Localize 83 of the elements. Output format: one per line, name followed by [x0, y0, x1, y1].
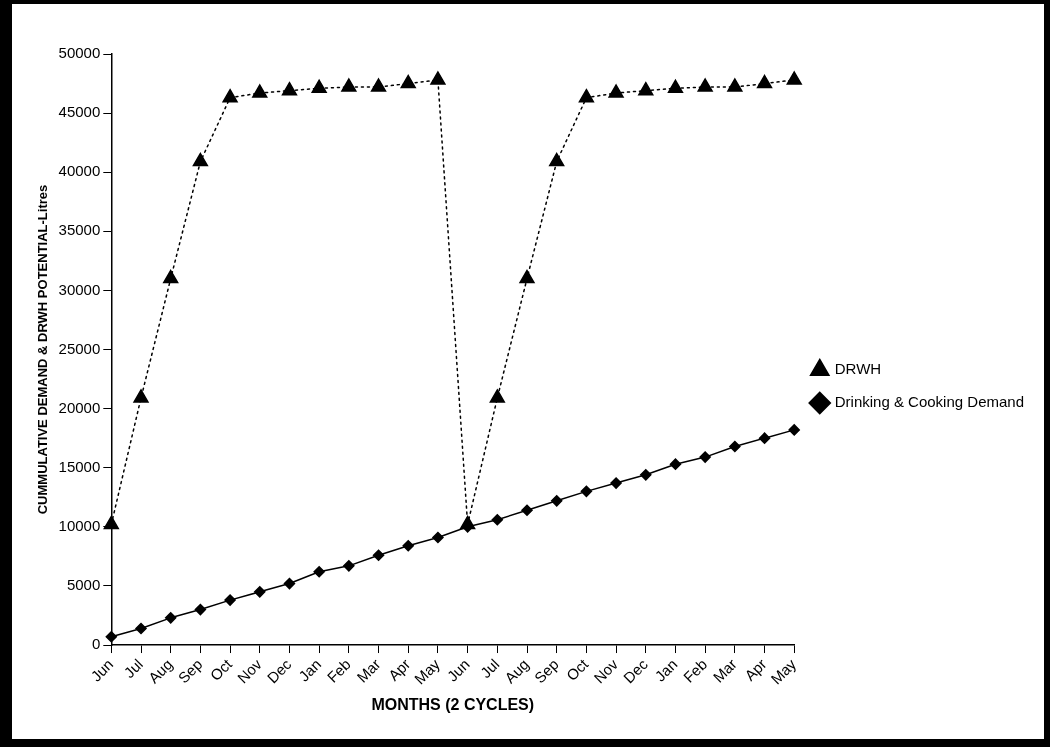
- point: [370, 78, 387, 92]
- point: [727, 78, 743, 92]
- point: [756, 74, 773, 89]
- y-tick-label: 20000: [58, 398, 101, 416]
- point: [252, 84, 268, 98]
- x-tick-label: Apr: [741, 655, 770, 684]
- y-tick-label: 50000: [58, 44, 101, 62]
- y-tick-label: 0: [91, 635, 101, 653]
- point: [133, 389, 149, 403]
- point: [699, 451, 711, 463]
- point: [194, 603, 207, 616]
- point: [578, 88, 595, 103]
- point: [430, 71, 446, 85]
- point: [224, 594, 236, 606]
- point: [459, 515, 476, 530]
- x-tick-label: Dec: [619, 655, 652, 687]
- point: [608, 84, 624, 98]
- point: [281, 81, 298, 96]
- x-tick-label: Aug: [144, 655, 176, 687]
- x-tick-label: Mar: [709, 655, 740, 686]
- y-tick-label: 25000: [58, 339, 101, 357]
- y-tick-label: 10000: [58, 516, 101, 534]
- x-tick-label: Feb: [323, 655, 354, 686]
- point: [222, 88, 238, 103]
- x-tick-label: Jan: [651, 655, 681, 685]
- point: [521, 504, 533, 517]
- point: [519, 269, 535, 284]
- point: [610, 477, 622, 489]
- point: [549, 152, 565, 167]
- point: [786, 71, 802, 85]
- x-axis-title: MONTHS (2 CYCLES): [371, 695, 535, 713]
- point: [341, 78, 357, 92]
- y-tick-label: 35000: [58, 221, 101, 239]
- point: [164, 612, 177, 624]
- y-tick-label: 45000: [58, 103, 101, 121]
- point: [697, 78, 713, 92]
- point: [788, 424, 800, 436]
- point: [667, 79, 684, 94]
- point: [163, 269, 179, 284]
- x-tick-label: Jun: [443, 655, 473, 685]
- point: [283, 577, 296, 590]
- point: [491, 513, 504, 526]
- x-tick-label: Dec: [263, 655, 295, 687]
- point: [638, 81, 654, 96]
- point: [580, 485, 593, 498]
- point: [311, 79, 327, 94]
- point: [103, 515, 119, 530]
- point: [669, 458, 682, 470]
- point: [758, 432, 771, 444]
- x-tick-label: Nov: [233, 655, 266, 687]
- x-tick-label: Oct: [562, 654, 593, 684]
- x-tick-label: Aug: [501, 655, 533, 687]
- x-tick-label: Sep: [174, 655, 206, 687]
- point: [489, 389, 505, 403]
- y-tick-label: 15000: [58, 457, 101, 475]
- x-tick-label: Feb: [679, 655, 711, 686]
- x-tick-label: Nov: [590, 655, 622, 687]
- point: [550, 495, 563, 507]
- x-tick-label: Jul: [120, 655, 147, 682]
- point: [313, 566, 325, 578]
- point: [343, 560, 355, 572]
- y-axis-title: CUMMULATIVE DEMAND & DRWH POTENTIAL-Litres: [35, 184, 51, 515]
- point: [254, 586, 266, 598]
- point: [640, 469, 652, 481]
- y-tick-label: 30000: [58, 280, 101, 298]
- point: [372, 549, 385, 561]
- x-tick-label: Jul: [476, 655, 503, 682]
- y-tick-label: 40000: [58, 162, 101, 180]
- point: [135, 622, 147, 635]
- y-tick-label: 5000: [66, 576, 101, 594]
- x-tick-label: May: [767, 655, 800, 688]
- x-tick-label: Jun: [87, 655, 117, 685]
- point: [432, 531, 444, 544]
- x-tick-label: Sep: [530, 655, 562, 687]
- legend-label: DRWH: [834, 360, 882, 378]
- point: [192, 152, 209, 167]
- legend-label: Drinking & Cooking Demand: [834, 393, 1025, 411]
- point: [400, 74, 416, 89]
- x-tick-label: Oct: [206, 654, 236, 684]
- x-tick-label: Mar: [353, 655, 384, 686]
- point: [729, 440, 741, 453]
- point: [402, 539, 414, 552]
- x-tick-label: Jan: [295, 655, 325, 685]
